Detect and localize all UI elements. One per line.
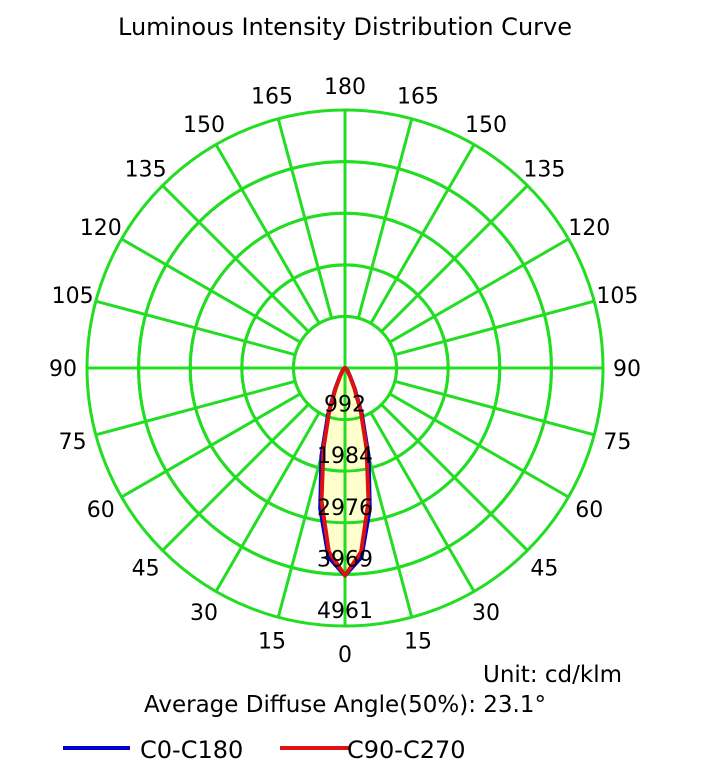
angle-label: 105	[596, 284, 638, 309]
unit-label: Unit: cd/klm	[483, 662, 622, 688]
angle-label: 135	[125, 158, 167, 183]
angle-label: 45	[132, 556, 160, 581]
chart-title: Luminous Intensity Distribution Curve	[118, 13, 572, 41]
angle-label: 30	[190, 601, 218, 626]
diffuse-angle-note: Average Diffuse Angle(50%): 23.1°	[144, 692, 546, 718]
series-curve-C90-C270	[319, 366, 371, 578]
ring-label: 3969	[317, 547, 373, 572]
ring-label: 1984	[317, 444, 373, 469]
angle-label: 180	[324, 75, 366, 100]
grid-ring-overlay	[291, 314, 399, 422]
angle-label: 90	[49, 357, 77, 382]
angle-label: 135	[523, 158, 565, 183]
legend-label-c0: C0-C180	[140, 736, 243, 764]
angle-label: 15	[404, 629, 432, 654]
grid-ring-overlay	[188, 211, 502, 525]
ring-label: 2976	[317, 496, 373, 521]
angle-label: 30	[472, 601, 500, 626]
angle-label: 60	[87, 498, 115, 523]
ring-label: 992	[324, 393, 366, 418]
angle-label: 0	[338, 643, 352, 668]
angle-label: 60	[575, 498, 603, 523]
angle-label: 165	[397, 85, 439, 110]
angle-label: 165	[251, 85, 293, 110]
angle-label: 45	[530, 556, 558, 581]
legend-label-c90: C90-C270	[347, 736, 466, 764]
angle-label: 90	[613, 357, 641, 382]
angle-label: 15	[258, 629, 286, 654]
angle-label: 75	[59, 430, 87, 455]
angle-label: 120	[80, 216, 122, 241]
grid-ring-overlay	[240, 263, 450, 473]
angle-label: 105	[52, 284, 94, 309]
ring-label: 4961	[317, 599, 373, 624]
angle-label: 150	[465, 113, 507, 138]
angle-label: 150	[183, 113, 225, 138]
angle-label: 120	[568, 216, 610, 241]
angle-label: 75	[603, 430, 631, 455]
